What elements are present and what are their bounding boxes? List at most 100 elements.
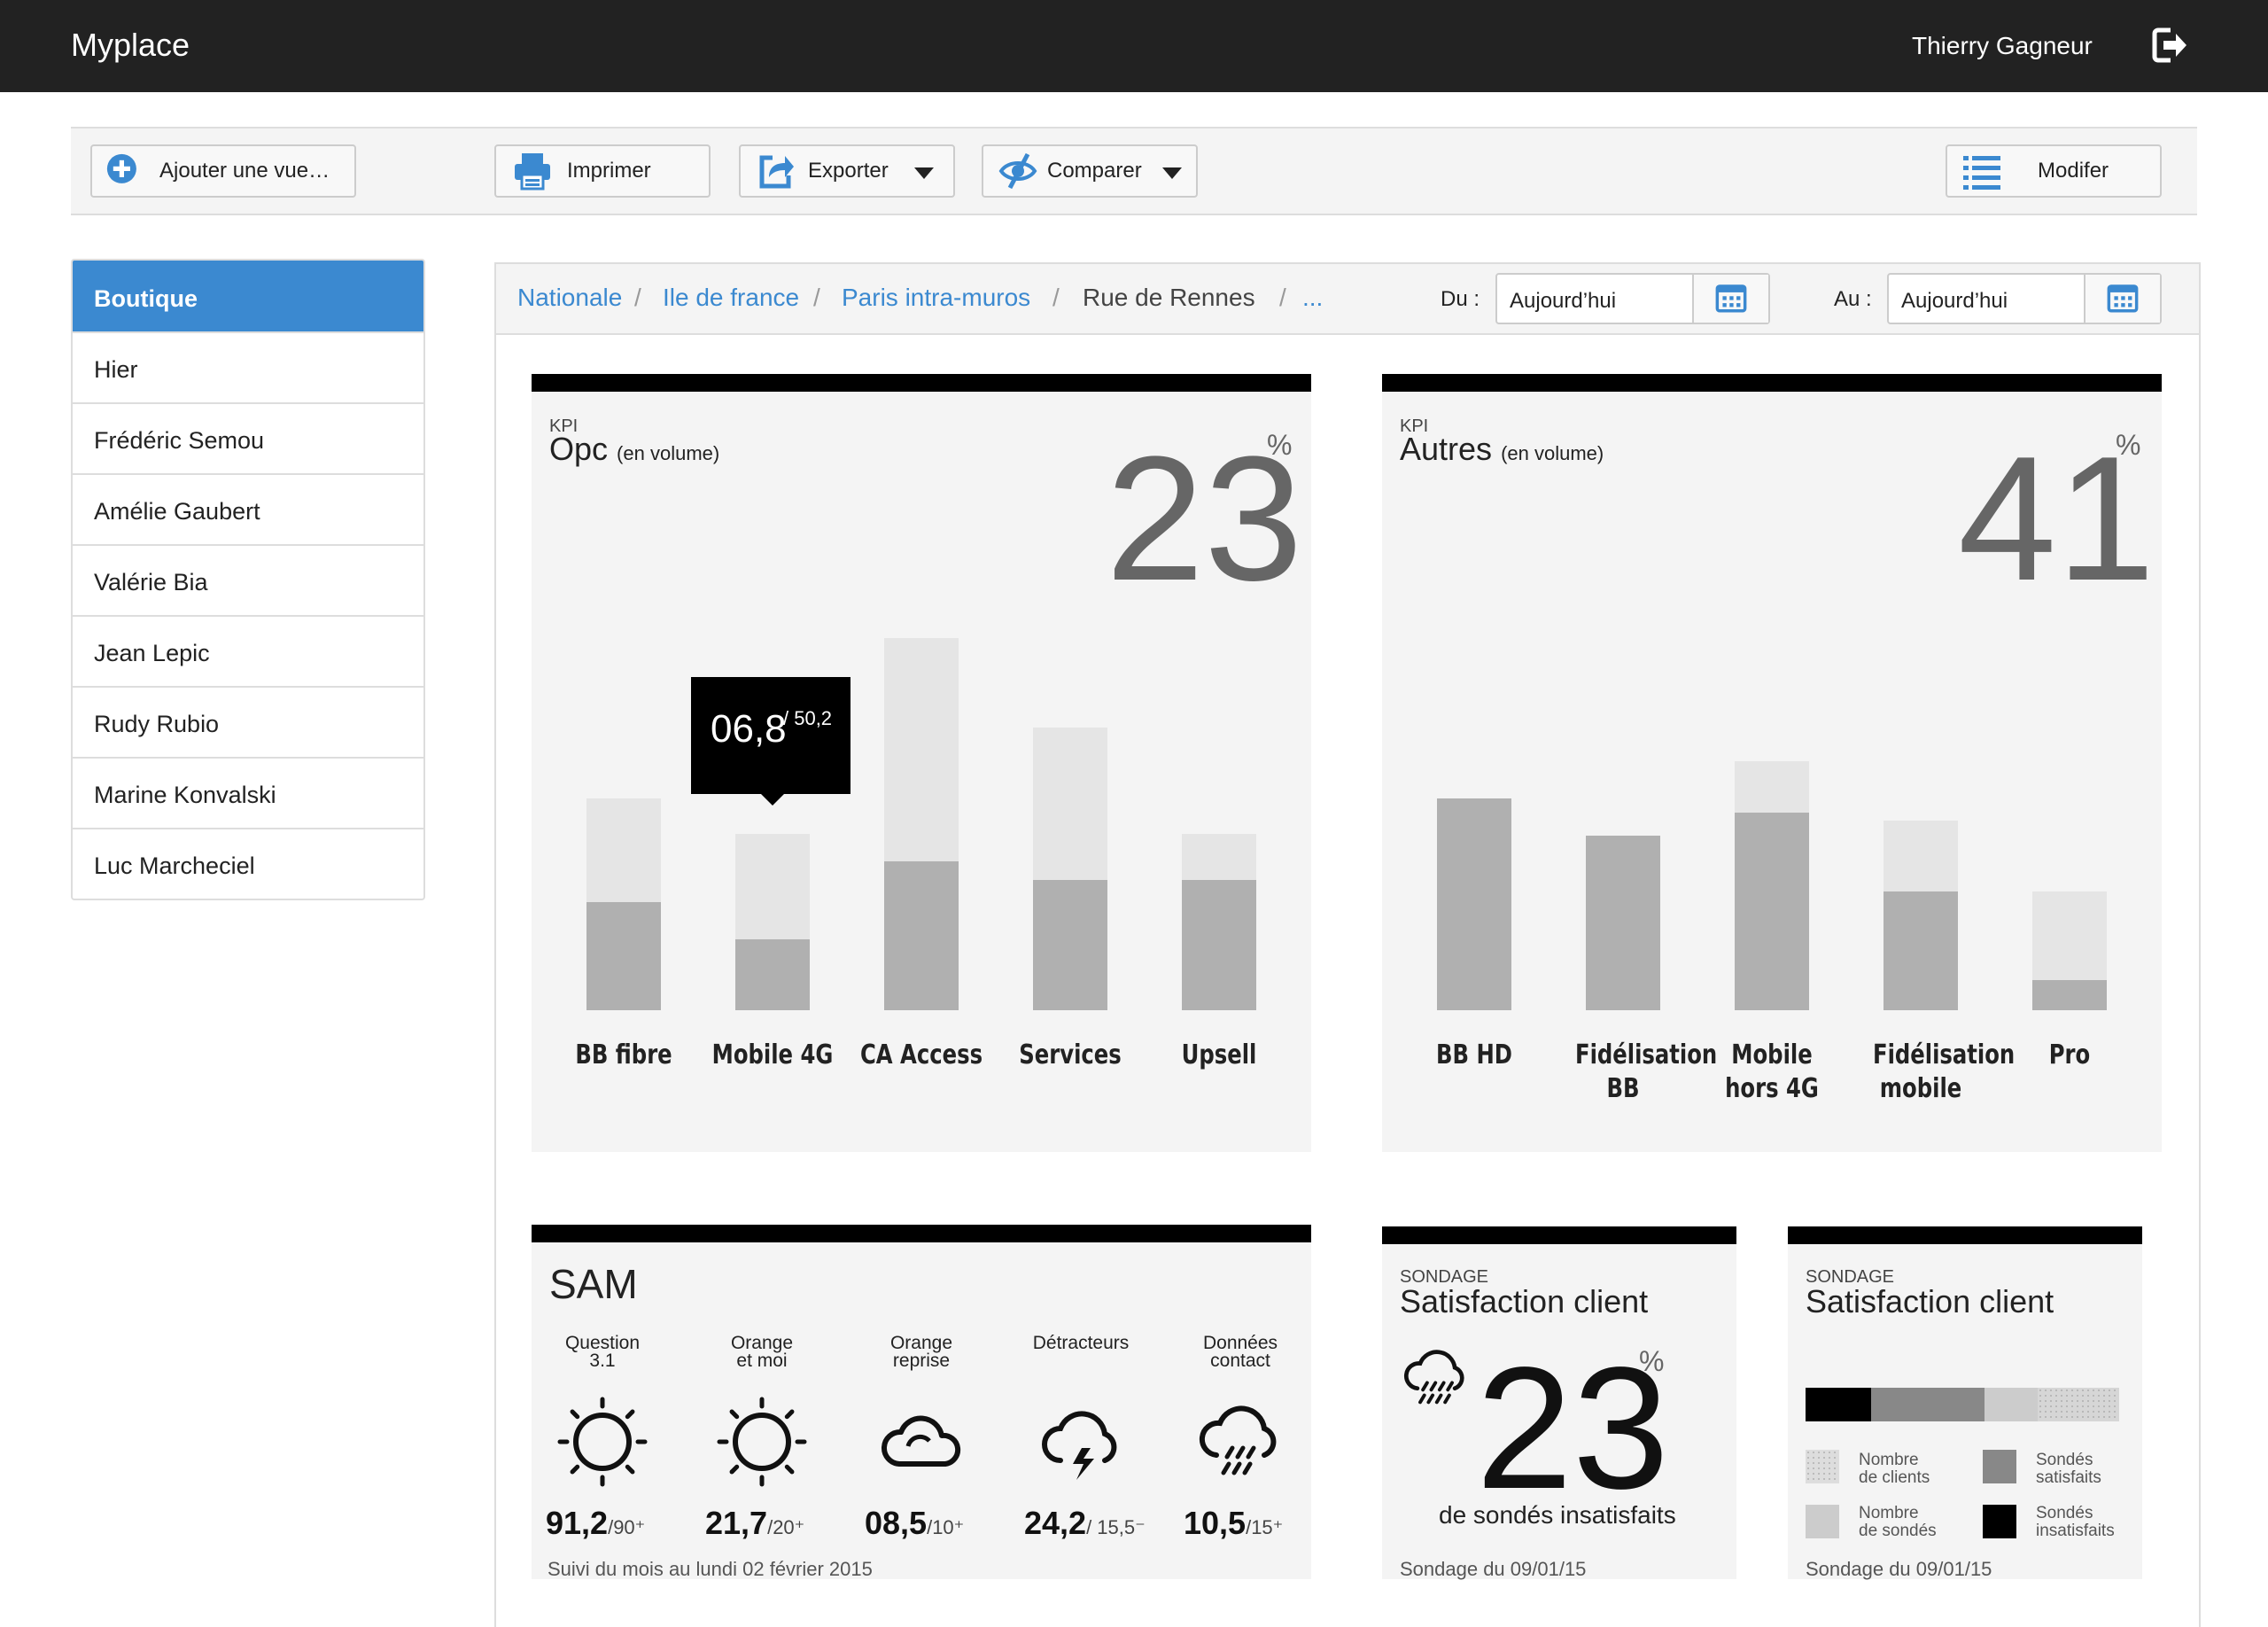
sam-item-value: 21,7/20⁺ [705,1505,804,1542]
legend-line: Sondés [2036,1504,2093,1522]
bar-value[interactable] [1884,891,1958,1010]
sidebar-item[interactable]: Hier [73,331,423,402]
sam-item-label: Données contact [1174,1333,1307,1370]
sidebar-header[interactable]: Boutique [73,261,423,331]
sam-value-number: 21,7 [705,1505,768,1541]
from-date-label: Du : [1441,287,1480,311]
plus-circle-icon [106,153,136,183]
modify-label: Modifer [2038,159,2109,183]
stacked-bar-segment[interactable] [2037,1388,2119,1421]
survey-footnote: Sondage du 09/01/15 [1806,1558,1992,1580]
stacked-bar-segment[interactable] [1871,1388,1984,1421]
breadcrumb-separator: / [813,284,820,311]
kpi-unit: % [1267,429,1293,461]
tooltip-value: 06,8 [711,707,787,751]
from-date-field[interactable]: Aujourd’hui [1495,273,1770,324]
sam-item-label-line: Détracteurs [1032,1333,1130,1353]
sam-item-value: 10,5/15⁺ [1184,1505,1283,1542]
bar-value[interactable] [1586,835,1660,1010]
sam-value-target: /10⁺ [927,1516,965,1538]
sam-value-number: 91,2 [546,1505,609,1541]
chevron-down-icon [914,167,934,179]
kpi-unit: % [2116,429,2141,461]
bar-value[interactable] [1033,880,1107,1010]
breadcrumb-item-paris[interactable]: Paris intra-muros [842,284,1031,311]
toolbar: Ajouter une vue… Imprimer Exporter Compa… [71,127,2197,215]
chevron-down-icon [1162,167,1182,179]
calendar-icon [1715,284,1747,313]
sun-icon [717,1397,807,1487]
calendar-icon [2107,284,2139,313]
bar-value[interactable] [1437,798,1511,1010]
breadcrumb-more[interactable]: ... [1302,284,1324,311]
bar-value[interactable] [2032,980,2107,1010]
sam-item-label-line: Orange [889,1333,953,1353]
sam-item-label-line: et moi [736,1351,788,1371]
app-title[interactable]: Myplace [71,27,190,63]
add-view-label: Ajouter une vue… [159,159,330,183]
x-axis-label: CA Access [859,1039,983,1070]
breadcrumb-separator: / [634,284,641,311]
sam-value-number: 10,5 [1184,1505,1247,1541]
from-date-value: Aujourd’hui [1510,289,1617,313]
survey-title: Satisfaction client [1400,1283,1649,1320]
to-date-field[interactable]: Aujourd’hui [1887,273,2162,324]
bar-value[interactable] [1735,813,1809,1010]
kpi-label: KPI [549,416,579,436]
survey-label: SONDAGE [1806,1267,1895,1287]
sam-item-label-line: Données [1202,1333,1278,1353]
sam-item-value: 24,2/ 15,5⁻ [1024,1505,1146,1542]
sam-item-label: Orange et moi [695,1334,828,1371]
sidebar-item[interactable]: Jean Lepic [73,615,423,686]
rain-icon [1403,1350,1464,1405]
bar-value[interactable] [735,939,810,1010]
export-button[interactable]: Exporter [739,144,955,198]
kpi-title: Autres (en volume) [1400,431,1604,468]
breadcrumb-separator: / [1279,284,1286,311]
sidebar-item[interactable]: Marine Konvalski [73,757,423,828]
chart-tooltip: 06,8 / 50,2 [691,677,850,806]
sam-value-target: /20⁺ [767,1516,805,1538]
sidebar-item[interactable]: Rudy Rubio [73,686,423,757]
from-date-picker-button[interactable] [1692,275,1768,323]
user-name[interactable]: Thierry Gagneur [1912,32,2093,59]
x-axis-label: Upsell [1181,1039,1257,1070]
sidebar-item[interactable]: Frédéric Semou [73,402,423,473]
breadcrumb-item-ile-de-france[interactable]: Ile de france [663,284,800,311]
bar-value[interactable] [1182,880,1256,1010]
sam-value-target: / 15,5⁻ [1086,1516,1146,1538]
sidebar-item[interactable]: Amélie Gaubert [73,473,423,544]
sidebar-item[interactable]: Valérie Bia [73,544,423,615]
sam-item-label: Détracteurs [1014,1333,1147,1353]
kpi-title: Opc (en volume) [549,431,719,468]
x-axis-label: Fidélisation BB [1575,1039,1718,1104]
legend-swatch [1983,1450,2016,1483]
sam-item-label-line: 3.1 [589,1351,616,1371]
print-label: Imprimer [567,159,651,183]
stacked-bar-segment[interactable] [1806,1388,1872,1421]
stacked-bar-segment[interactable] [1984,1388,2038,1421]
sam-item-label-line: reprise [892,1351,951,1371]
list-icon [1963,156,2000,190]
sam-value-number: 24,2 [1024,1505,1087,1541]
print-button[interactable]: Imprimer [494,144,711,198]
sidebar-item[interactable]: Luc Marcheciel [73,828,423,899]
kpi-label: KPI [1400,416,1429,436]
compare-button[interactable]: Comparer [982,144,1198,198]
kpi-subtitle: (en volume) [617,442,720,464]
survey-card-breakdown: SONDAGE Satisfaction client Nombre de cli… [1788,1226,2142,1580]
rain-icon [1199,1405,1277,1475]
eye-slash-icon [998,152,1037,190]
bar-value[interactable] [586,902,661,1010]
export-label: Exporter [808,159,889,183]
modify-button[interactable]: Modifer [1946,144,2162,198]
survey-title: Satisfaction client [1806,1283,2054,1320]
logout-icon[interactable] [2149,25,2190,66]
printer-icon [515,153,550,191]
kpi-card-opc: KPI Opc (en volume) 23 % BB fibre Mobile … [532,374,1311,1152]
add-view-button[interactable]: Ajouter une vue… [90,144,356,198]
legend-swatch [1806,1505,1839,1538]
to-date-picker-button[interactable] [2084,275,2160,323]
breadcrumb-item-nationale[interactable]: Nationale [517,284,623,311]
bar-value[interactable] [884,861,959,1010]
